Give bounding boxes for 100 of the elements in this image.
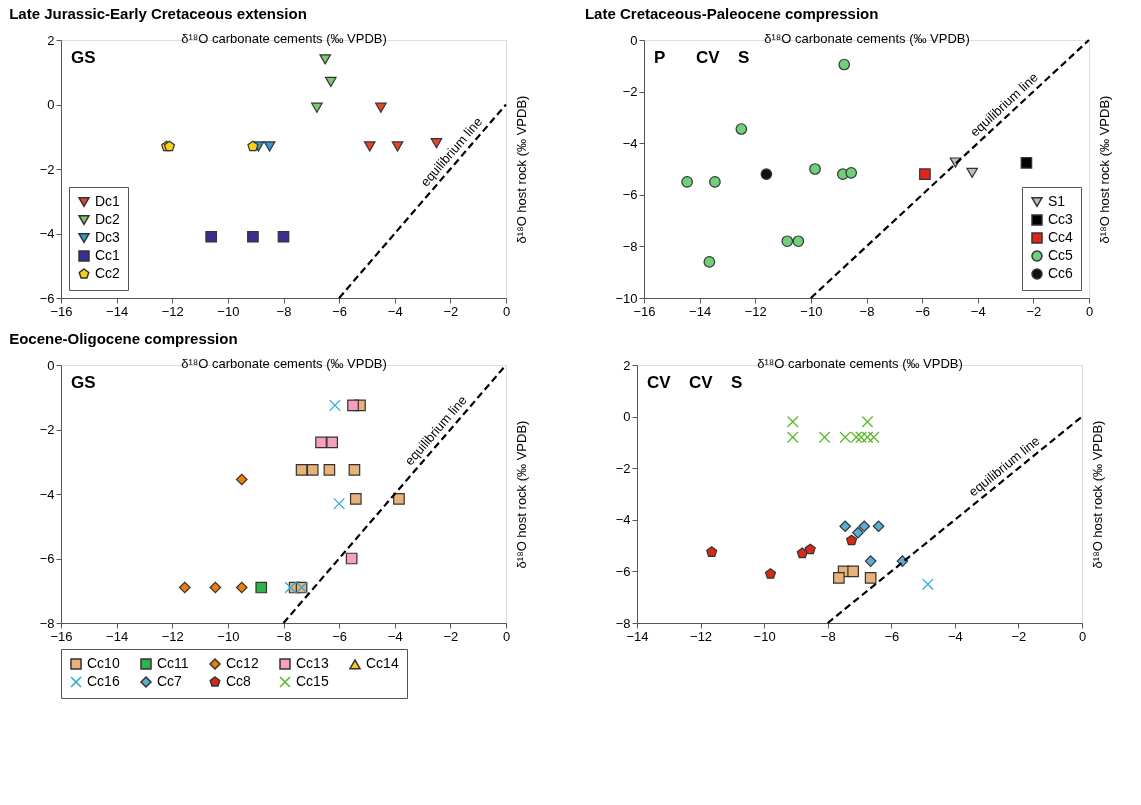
point bbox=[838, 58, 851, 71]
legend-label: Dc3 bbox=[95, 229, 121, 245]
point bbox=[247, 230, 259, 243]
x-tick-label: −14 bbox=[626, 628, 649, 644]
legend-label: Cc2 bbox=[95, 265, 121, 281]
x-tick-label: −8 bbox=[276, 628, 292, 644]
chart-title: Late Cretaceous-Paleocene compression bbox=[584, 5, 879, 22]
x-tick-label: −12 bbox=[744, 303, 767, 319]
y-tick-label: −6 bbox=[39, 290, 55, 306]
chart-title: Late Jurassic-Early Cretaceous extension bbox=[9, 5, 307, 22]
x-tick-label: −10 bbox=[217, 303, 240, 319]
x-tick-label: −12 bbox=[161, 628, 184, 644]
point bbox=[966, 167, 979, 179]
annotation: GS bbox=[71, 48, 96, 67]
y-axis-title: δ¹⁸O host rock (‰ VPDB) bbox=[513, 95, 529, 244]
x-tick-label: −2 bbox=[443, 303, 459, 319]
y-tick-label: 0 bbox=[47, 357, 55, 373]
annotation: CV bbox=[696, 48, 721, 67]
y-tick-label: −6 bbox=[622, 187, 638, 203]
x-tick-label: −16 bbox=[50, 628, 73, 644]
point bbox=[919, 168, 931, 180]
y-axis-title: δ¹⁸O host rock (‰ VPDB) bbox=[1089, 420, 1105, 569]
point bbox=[295, 463, 308, 476]
point bbox=[323, 463, 336, 476]
y-tick-label: 2 bbox=[623, 357, 631, 373]
point bbox=[845, 167, 858, 179]
annotation: P bbox=[654, 48, 666, 67]
point bbox=[324, 76, 337, 88]
point bbox=[393, 492, 405, 505]
point bbox=[329, 399, 341, 412]
legend-label: Dc1 bbox=[95, 193, 121, 209]
x-tick-label: −16 bbox=[633, 303, 656, 319]
x-tick-label: −6 bbox=[915, 303, 931, 319]
point bbox=[315, 436, 327, 449]
point bbox=[263, 141, 276, 152]
x-tick-label: −10 bbox=[800, 303, 823, 319]
point bbox=[872, 520, 885, 533]
legend-label: Cc11 bbox=[157, 655, 189, 671]
x-tick-label: −4 bbox=[387, 303, 403, 319]
point bbox=[706, 546, 718, 557]
point bbox=[255, 581, 268, 594]
x-tick-label: −2 bbox=[1026, 303, 1042, 319]
y-tick-label: 0 bbox=[47, 97, 55, 112]
y-tick-label: −4 bbox=[615, 512, 631, 528]
y-tick-label: −4 bbox=[622, 135, 638, 151]
y-tick-label: 0 bbox=[630, 32, 638, 48]
x-axis-title: δ¹⁸O carbonate cements (‰ VPDB) bbox=[181, 355, 387, 371]
x-tick-label: −6 bbox=[884, 628, 900, 644]
point bbox=[847, 565, 859, 578]
point bbox=[818, 431, 831, 444]
point bbox=[178, 581, 191, 594]
legend-label: Cc12 bbox=[226, 655, 259, 671]
point bbox=[326, 436, 339, 449]
x-axis-title: δ¹⁸O carbonate cements (‰ VPDB) bbox=[181, 30, 387, 46]
point bbox=[786, 415, 799, 428]
point bbox=[319, 54, 332, 65]
point bbox=[764, 568, 777, 579]
point bbox=[247, 140, 259, 152]
y-tick-label: −8 bbox=[615, 615, 631, 631]
point bbox=[363, 141, 376, 152]
x-tick-label: −16 bbox=[50, 303, 73, 319]
x-tick-label: −14 bbox=[106, 303, 129, 319]
y-tick-label: −8 bbox=[622, 238, 638, 254]
point bbox=[864, 555, 877, 567]
x-tick-label: −4 bbox=[970, 303, 986, 319]
x-tick-label: −4 bbox=[947, 628, 963, 644]
x-tick-label: 0 bbox=[1085, 303, 1094, 319]
legend-label: Dc2 bbox=[95, 211, 121, 227]
y-tick-label: −2 bbox=[615, 460, 631, 476]
legend-label: Cc10 bbox=[87, 655, 120, 671]
point bbox=[781, 235, 794, 248]
y-tick-label: 0 bbox=[623, 409, 631, 425]
legend-label: Cc8 bbox=[226, 673, 252, 689]
point bbox=[348, 463, 361, 476]
point bbox=[235, 473, 248, 486]
point bbox=[349, 492, 362, 505]
y-tick-label: −2 bbox=[39, 422, 55, 437]
x-tick-label: −8 bbox=[820, 628, 836, 644]
x-tick-label: −8 bbox=[859, 303, 875, 319]
x-tick-label: 0 bbox=[1078, 628, 1087, 644]
point bbox=[703, 256, 716, 268]
x-tick-label: −2 bbox=[1011, 628, 1027, 644]
x-tick-label: −12 bbox=[161, 303, 184, 319]
point bbox=[845, 534, 858, 546]
legend-label: Cc5 bbox=[1048, 247, 1074, 263]
point bbox=[804, 543, 816, 555]
x-tick-label: −2 bbox=[443, 628, 459, 644]
y-tick-label: −8 bbox=[39, 615, 55, 631]
annotation: CV bbox=[647, 373, 672, 392]
legend-label: Cc3 bbox=[1048, 211, 1074, 227]
y-tick-label: −2 bbox=[39, 161, 55, 177]
legend-label: Cc4 bbox=[1048, 229, 1074, 245]
point bbox=[852, 526, 864, 539]
point bbox=[861, 415, 874, 428]
x-axis-title: δ¹⁸O carbonate cements (‰ VPDB) bbox=[757, 355, 963, 371]
annotation: S bbox=[738, 48, 750, 67]
point bbox=[205, 230, 218, 243]
point bbox=[735, 123, 748, 135]
y-tick-label: −4 bbox=[39, 486, 55, 502]
x-tick-label: −12 bbox=[690, 628, 713, 644]
